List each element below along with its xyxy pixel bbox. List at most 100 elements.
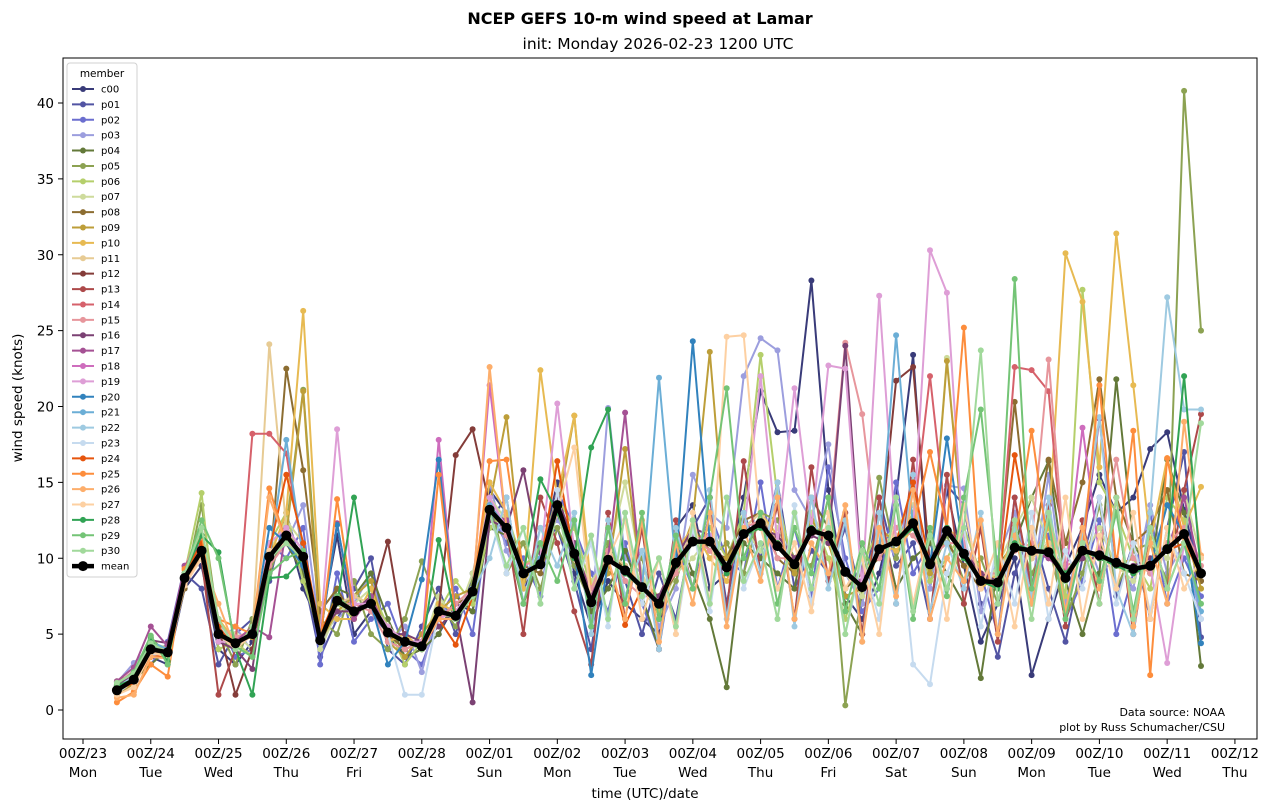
data-point-p12: [384, 538, 391, 545]
data-point-p29: [1096, 578, 1103, 584]
data-point-p05: [672, 578, 679, 584]
legend-swatch-marker: [80, 209, 86, 216]
x-tick-day-label: Tue: [1087, 765, 1111, 781]
data-point-p05: [554, 524, 561, 531]
data-point-p04: [1113, 376, 1120, 383]
data-point-p29: [283, 555, 290, 562]
legend-label: p03: [101, 131, 120, 142]
data-point-mean: [840, 566, 851, 577]
data-point-p27: [808, 608, 815, 615]
data-point-p30: [893, 494, 900, 501]
x-tick-day-label: Sat: [885, 765, 907, 781]
data-point-p22: [1181, 406, 1188, 413]
data-point-p26: [994, 631, 1001, 638]
data-point-p23: [1113, 600, 1120, 607]
data-point-p27: [1028, 524, 1035, 531]
data-point-mean: [399, 636, 410, 647]
data-point-p23: [1181, 570, 1188, 577]
data-point-p25: [1164, 455, 1171, 462]
data-point-p13: [605, 509, 612, 516]
x-tick-day-label: Thu: [747, 765, 773, 781]
data-point-p08: [300, 467, 307, 474]
data-point-mean: [162, 647, 173, 658]
data-point-p19: [927, 247, 933, 254]
data-point-p04: [910, 555, 917, 562]
data-point-p27: [943, 616, 950, 622]
data-point-p01: [368, 555, 374, 562]
legend-label: p18: [101, 362, 120, 373]
data-point-p20: [266, 524, 273, 531]
data-point-p23: [1062, 547, 1069, 554]
data-point-c00: [977, 638, 984, 645]
legend-label: p30: [101, 546, 120, 557]
legend-swatch-marker: [80, 516, 86, 523]
data-point-p20: [384, 661, 391, 668]
data-point-p09: [503, 414, 510, 421]
data-point-p29: [639, 509, 645, 516]
data-point-p27: [1130, 509, 1137, 516]
data-point-p09: [622, 446, 629, 452]
data-point-p19: [825, 362, 832, 369]
data-point-c00: [1011, 555, 1018, 562]
x-tick-label: 00Z/07: [872, 746, 920, 762]
axes-frame: [62, 57, 1258, 740]
data-point-p09: [791, 570, 798, 577]
data-point-p03: [825, 441, 832, 448]
data-point-p30: [639, 593, 645, 600]
data-point-p19: [943, 289, 950, 296]
data-point-c00: [1028, 672, 1035, 679]
data-point-p03: [774, 347, 781, 354]
legend-item-p17: p17: [72, 346, 120, 357]
legend-label: p27: [101, 500, 120, 511]
data-point-p09: [300, 388, 307, 395]
data-point-p29: [740, 555, 747, 562]
legend-swatch-marker: [80, 132, 86, 139]
data-point-p24: [910, 479, 917, 486]
data-point-p01: [198, 585, 205, 592]
data-point-p23: [910, 661, 917, 668]
data-point-p26: [266, 494, 273, 501]
data-point-p23: [1079, 585, 1086, 592]
legend-label: p05: [101, 161, 120, 172]
data-point-p27: [672, 631, 679, 638]
data-point-p06: [1096, 479, 1103, 486]
legend-swatch-marker: [80, 409, 86, 416]
data-point-mean: [281, 530, 292, 541]
legend-label: p10: [101, 238, 120, 249]
data-point-p25: [1096, 382, 1103, 389]
data-point-p30: [927, 532, 933, 539]
y-tick-label: 30: [37, 248, 54, 264]
data-point-p26: [825, 570, 832, 577]
data-point-p22: [910, 471, 917, 478]
data-point-p30: [656, 555, 662, 562]
data-point-p13: [808, 464, 815, 471]
data-point-p27: [1113, 585, 1120, 592]
legend-label: p19: [101, 377, 120, 388]
data-source-annotation: Data source: NOAA: [1119, 706, 1225, 719]
data-point-p29: [927, 524, 933, 531]
data-point-p30: [825, 524, 832, 531]
data-point-mean: [1043, 547, 1054, 558]
chart-subtitle: init: Monday 2026-02-23 1200 UTC: [523, 35, 794, 53]
data-point-p27: [571, 444, 578, 451]
data-point-p30: [1028, 616, 1035, 622]
data-point-p29: [1028, 585, 1035, 592]
data-point-p27: [1079, 616, 1086, 622]
data-point-p07: [317, 646, 324, 653]
data-point-mean: [823, 530, 834, 541]
data-point-p26: [808, 540, 815, 547]
data-point-p10: [706, 555, 713, 562]
legend-label: p20: [101, 392, 120, 403]
data-point-p09: [368, 578, 374, 584]
data-point-p26: [757, 578, 764, 584]
data-point-p02: [893, 479, 900, 486]
legend-label: p26: [101, 485, 120, 496]
legend-swatch-marker: [80, 424, 86, 431]
data-point-mean: [772, 541, 783, 552]
data-point-p08: [1045, 456, 1052, 463]
data-point-p29: [808, 570, 815, 577]
data-point-p20: [435, 456, 442, 463]
data-point-mean: [1111, 557, 1122, 568]
data-point-p25: [164, 673, 171, 680]
legend-item-p24: p24: [72, 454, 120, 465]
